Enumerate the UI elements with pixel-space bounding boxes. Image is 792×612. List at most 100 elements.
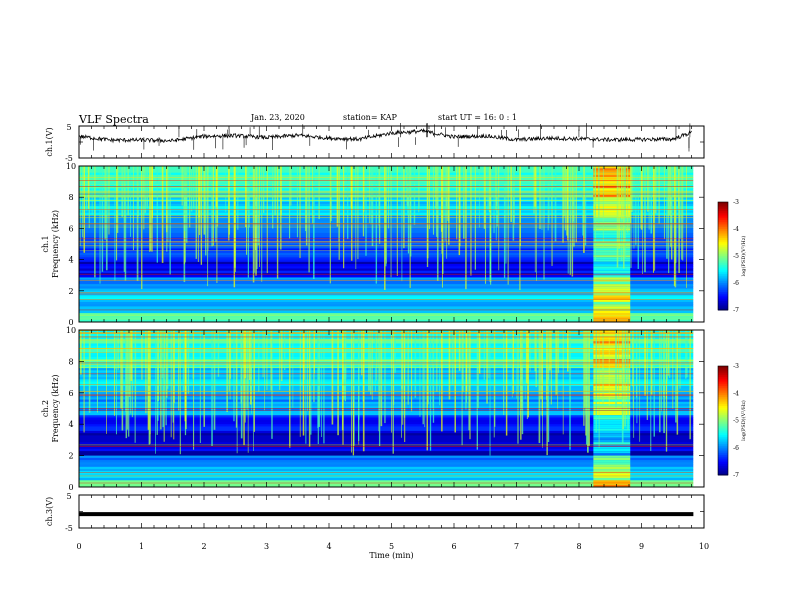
colorbar-cell: [718, 284, 728, 288]
colorbar-cell: [718, 422, 728, 425]
spec-burst-cell: [593, 264, 631, 267]
spec-band: [79, 455, 694, 459]
chart-title: VLF Spectra: [79, 113, 149, 126]
spec-burst-cell: [593, 166, 631, 169]
date-label: Jan. 23, 2020: [251, 113, 305, 122]
colorbar-cell: [718, 277, 728, 280]
colorbar-cell: [718, 402, 728, 405]
spec-band: [79, 388, 694, 392]
colorbar-cell: [718, 418, 728, 421]
spec-burst-cell: [593, 466, 631, 470]
x-tick-label: 4: [326, 542, 331, 551]
colorbar-cell: [718, 435, 728, 438]
colorbar-cell: [718, 299, 728, 302]
spec-band: [79, 284, 694, 287]
spec-band: [79, 386, 694, 389]
spec-burst-cell: [593, 453, 631, 457]
colorbar-tick-label: -4: [733, 226, 739, 233]
spec-burst-cell: [593, 388, 631, 392]
spec-band: [79, 428, 694, 432]
colorbar: [717, 201, 729, 311]
colorbar-tick-label: -6: [733, 280, 739, 287]
x-tick-label: 1: [139, 542, 144, 551]
spec-burst-cell: [593, 444, 631, 448]
spec-burst-cell: [593, 377, 631, 380]
spec-burst-cell: [593, 279, 631, 283]
spec-burst-cell: [593, 295, 631, 298]
spec-burst-cell: [593, 277, 631, 281]
spec-burst-cell: [593, 421, 631, 425]
colorbar-cell: [718, 442, 728, 445]
spec-burst-cell: [593, 255, 631, 258]
colorbar-cell: [718, 425, 728, 429]
spec-burst-cell: [593, 390, 631, 394]
spec-burst-cell: [593, 334, 631, 338]
colorbar-cell: [718, 302, 728, 306]
colorbar-cell: [718, 447, 728, 451]
spec-band: [79, 345, 694, 349]
colorbar-cell: [718, 272, 728, 275]
y-axis-label: ch.1: [41, 235, 50, 252]
colorbar-cell: [718, 384, 728, 387]
spec-band: [79, 341, 694, 344]
spec-band: [79, 290, 694, 294]
spec-burst-cell: [593, 437, 631, 441]
spec-burst-cell: [593, 482, 631, 486]
colorbar-cell: [718, 453, 728, 456]
x-tick-label: 3: [264, 542, 269, 551]
spec-burst-cell: [593, 170, 631, 174]
spec-burst-cell: [593, 239, 631, 243]
spec-burst-cell: [593, 395, 631, 398]
spec-burst-cell: [593, 219, 631, 223]
spec-band: [79, 288, 694, 292]
colorbar-cell: [718, 400, 728, 403]
x-tick-label: 2: [201, 542, 206, 551]
x-tick-label: 8: [576, 542, 581, 551]
spec-band: [79, 350, 694, 353]
colorbar-cell: [718, 398, 728, 402]
spec-band: [79, 383, 694, 387]
colorbar-cell: [718, 464, 728, 467]
spec-band: [79, 336, 694, 340]
colorbar-cell: [718, 385, 728, 389]
spec-band: [79, 275, 694, 278]
colorbar-cell: [718, 241, 728, 244]
y-tick-label: 10: [66, 326, 76, 335]
spec-burst-cell: [593, 268, 631, 272]
colorbar-cell: [718, 234, 728, 237]
spec-band: [79, 417, 694, 421]
spec-burst-cell: [593, 217, 631, 220]
colorbar-cell: [718, 248, 728, 252]
spec-burst-cell: [593, 430, 631, 434]
colorbar-cell: [718, 270, 728, 273]
spec-burst-cell: [593, 363, 631, 367]
spec-burst-cell: [593, 177, 631, 180]
spec-burst-cell: [593, 313, 631, 316]
colorbar-tick-label: -7: [733, 472, 739, 479]
spec-band: [79, 444, 694, 448]
colorbar-cell: [718, 295, 728, 298]
spec-band: [79, 453, 694, 457]
x-tick-label: 7: [514, 542, 519, 551]
spec-burst-cell: [593, 424, 631, 427]
spec-band: [79, 401, 694, 405]
y-tick-label: 2: [68, 452, 73, 461]
spec-band: [79, 377, 694, 380]
y-tick-label: 5: [66, 492, 71, 501]
colorbar-cell: [718, 465, 728, 469]
colorbar-cell: [718, 265, 728, 268]
colorbar-cell: [718, 227, 728, 230]
spec-burst-cell: [593, 345, 631, 349]
spec-burst-cell: [593, 379, 631, 383]
spec-band: [79, 313, 694, 316]
spec-band: [79, 281, 694, 285]
spec-burst-cell: [593, 412, 631, 416]
colorbar-cell: [718, 238, 728, 241]
y-tick-label: 5: [66, 123, 71, 132]
spec-band: [79, 374, 694, 378]
colorbar-cell: [718, 415, 728, 418]
colorbar-cell: [718, 266, 728, 270]
colorbar-label: log(PSD)(V²/Hz): [740, 400, 747, 441]
spec-band: [79, 299, 694, 303]
colorbar-cell: [718, 380, 728, 383]
